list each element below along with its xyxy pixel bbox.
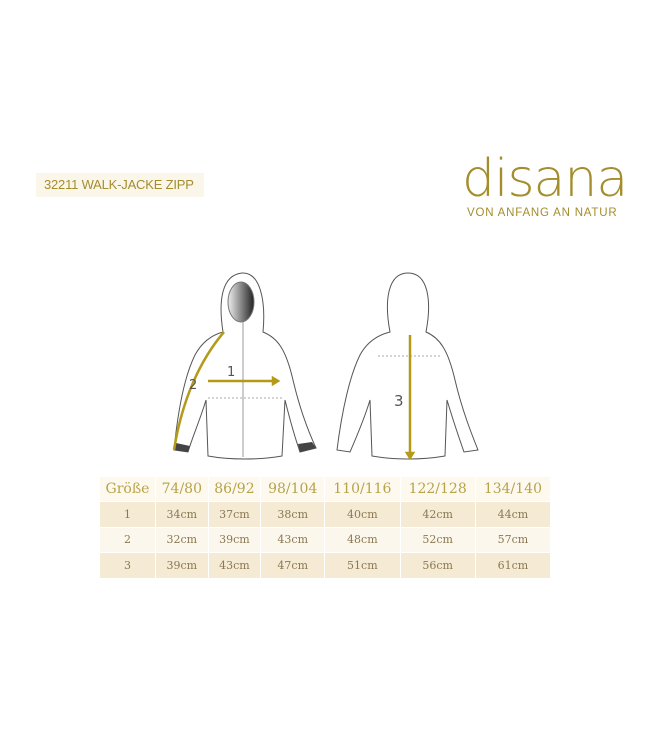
cell: 34cm	[155, 501, 209, 527]
table-row: 1 34cm 37cm 38cm 40cm 42cm 44cm	[100, 501, 550, 527]
table-row: 2 32cm 39cm 43cm 48cm 52cm 57cm	[100, 526, 550, 553]
header-col: 122/128	[399, 477, 476, 502]
header-col: 98/104	[260, 477, 325, 502]
header-col: 134/140	[474, 477, 550, 502]
cell: 38cm	[260, 501, 325, 527]
hood-opening	[227, 281, 255, 323]
cell: 40cm	[324, 501, 400, 527]
header-size: Größe	[100, 477, 156, 502]
jacket-front-illustration	[173, 272, 317, 460]
cell: 43cm	[207, 552, 261, 578]
cell: 42cm	[399, 501, 476, 527]
measure-label-1: 1	[227, 365, 235, 380]
brand-logo: disana	[462, 149, 628, 209]
header-col: 110/116	[324, 477, 400, 502]
cell: 39cm	[155, 552, 209, 578]
measure-label-2: 2	[189, 378, 197, 393]
header-col: 74/80	[155, 477, 209, 502]
size-table: Größe 74/80 86/92 98/104 110/116 122/128…	[100, 477, 550, 578]
size-table-header: Größe 74/80 86/92 98/104 110/116 122/128…	[100, 477, 550, 502]
brand-tagline: VON ANFANG AN NATUR	[467, 207, 618, 219]
measure-line-2	[172, 331, 225, 451]
cell: 44cm	[474, 501, 550, 527]
cell: 51cm	[324, 552, 400, 578]
row-label: 1	[100, 501, 156, 527]
row-label: 2	[100, 526, 156, 553]
cell: 43cm	[260, 526, 325, 553]
row-label: 3	[100, 552, 156, 578]
header-col: 86/92	[207, 477, 261, 502]
cell: 48cm	[324, 526, 400, 553]
product-title: 32211 WALK-JACKE ZIPP	[44, 177, 194, 192]
cell: 52cm	[399, 526, 476, 553]
cell: 37cm	[207, 501, 261, 527]
product-title-box: 32211 WALK-JACKE ZIPP	[36, 173, 204, 197]
jacket-measurement-diagram: 1 2 3	[172, 272, 479, 461]
cell: 56cm	[399, 552, 476, 578]
measure-lines	[172, 331, 416, 461]
cell: 39cm	[207, 526, 261, 553]
table-row: 3 39cm 43cm 47cm 51cm 56cm 61cm	[100, 552, 550, 578]
cell: 32cm	[155, 526, 209, 553]
measure-label-3: 3	[394, 392, 404, 410]
jacket-back-illustration	[336, 272, 479, 460]
cell: 61cm	[474, 552, 550, 578]
cell: 57cm	[474, 526, 550, 553]
cell: 47cm	[260, 552, 325, 578]
